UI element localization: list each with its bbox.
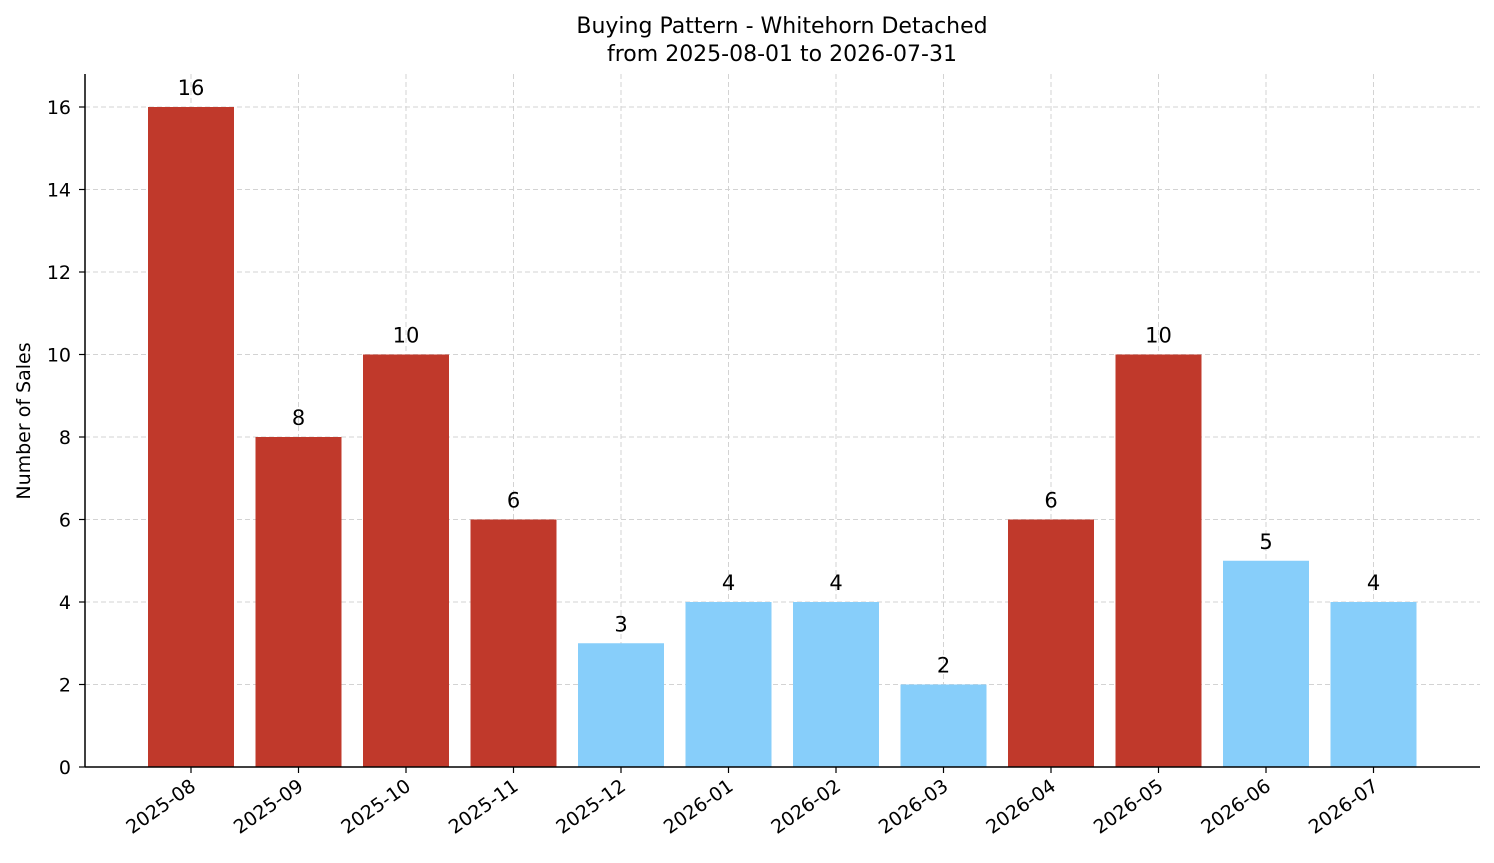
y-tick-label-2: 4 — [59, 592, 71, 614]
x-tick-label-2026-04: 2026-04 — [982, 775, 1060, 839]
bar-2026-03 — [900, 684, 987, 767]
data-label-2026-04: 6 — [1044, 489, 1057, 513]
bar-2026-07 — [1330, 602, 1417, 767]
x-tick-label-2026-03: 2026-03 — [875, 775, 953, 839]
data-label-2026-03: 2 — [937, 654, 950, 678]
data-label-2025-11: 6 — [507, 489, 520, 513]
y-tick-label-7: 14 — [47, 180, 71, 202]
chart-subtitle: from 2025-08-01 to 2026-07-31 — [607, 42, 957, 67]
bar-2025-09 — [255, 437, 342, 767]
bar-2026-04 — [1008, 519, 1094, 767]
x-tick-label-2026-05: 2026-05 — [1090, 775, 1168, 839]
data-label-2025-10: 10 — [393, 324, 420, 348]
x-tick-label-2025-10: 2025-10 — [337, 775, 415, 839]
x-tick-label-2026-07: 2026-07 — [1305, 775, 1383, 839]
bars — [148, 107, 1417, 767]
y-tick-label-8: 16 — [47, 97, 71, 119]
y-tick-label-6: 12 — [47, 262, 71, 284]
x-tick-label-2025-08: 2025-08 — [122, 775, 200, 839]
x-tick-label-2025-11: 2025-11 — [445, 775, 523, 839]
bar-2026-01 — [685, 602, 772, 767]
data-label-2026-07: 4 — [1367, 571, 1380, 595]
data-label-2025-09: 8 — [292, 406, 305, 430]
x-tick-label-2026-01: 2026-01 — [660, 775, 738, 839]
bar-2025-11 — [470, 519, 557, 767]
y-tick-label-3: 6 — [59, 510, 71, 532]
bar-2026-02 — [793, 602, 879, 767]
y-tick-label-5: 10 — [47, 345, 71, 367]
data-label-2025-08: 16 — [178, 76, 205, 100]
chart-title: Buying Pattern - Whitehorn Detached — [576, 14, 987, 39]
x-tick-label-2026-02: 2026-02 — [767, 775, 845, 839]
bar-2025-08 — [148, 107, 234, 767]
data-label-2026-05: 10 — [1145, 324, 1172, 348]
bar-2026-06 — [1223, 560, 1309, 767]
bar-2025-12 — [578, 643, 664, 767]
x-tick-label-2026-06: 2026-06 — [1197, 775, 1275, 839]
data-label-2025-12: 3 — [614, 612, 627, 636]
bar-2026-05 — [1115, 354, 1202, 767]
data-label-2026-01: 4 — [722, 571, 735, 595]
bar-2025-10 — [363, 354, 449, 767]
x-tick-label-2025-12: 2025-12 — [552, 775, 630, 839]
axes — [79, 74, 1480, 773]
y-tick-label-4: 8 — [59, 427, 71, 449]
data-label-2026-02: 4 — [829, 571, 842, 595]
y-tick-label-0: 0 — [59, 757, 71, 779]
y-axis-label: Number of Sales — [13, 342, 35, 499]
x-tick-label-2025-09: 2025-09 — [230, 775, 308, 839]
data-label-2026-06: 5 — [1259, 530, 1272, 554]
y-tick-label-1: 2 — [59, 675, 71, 697]
